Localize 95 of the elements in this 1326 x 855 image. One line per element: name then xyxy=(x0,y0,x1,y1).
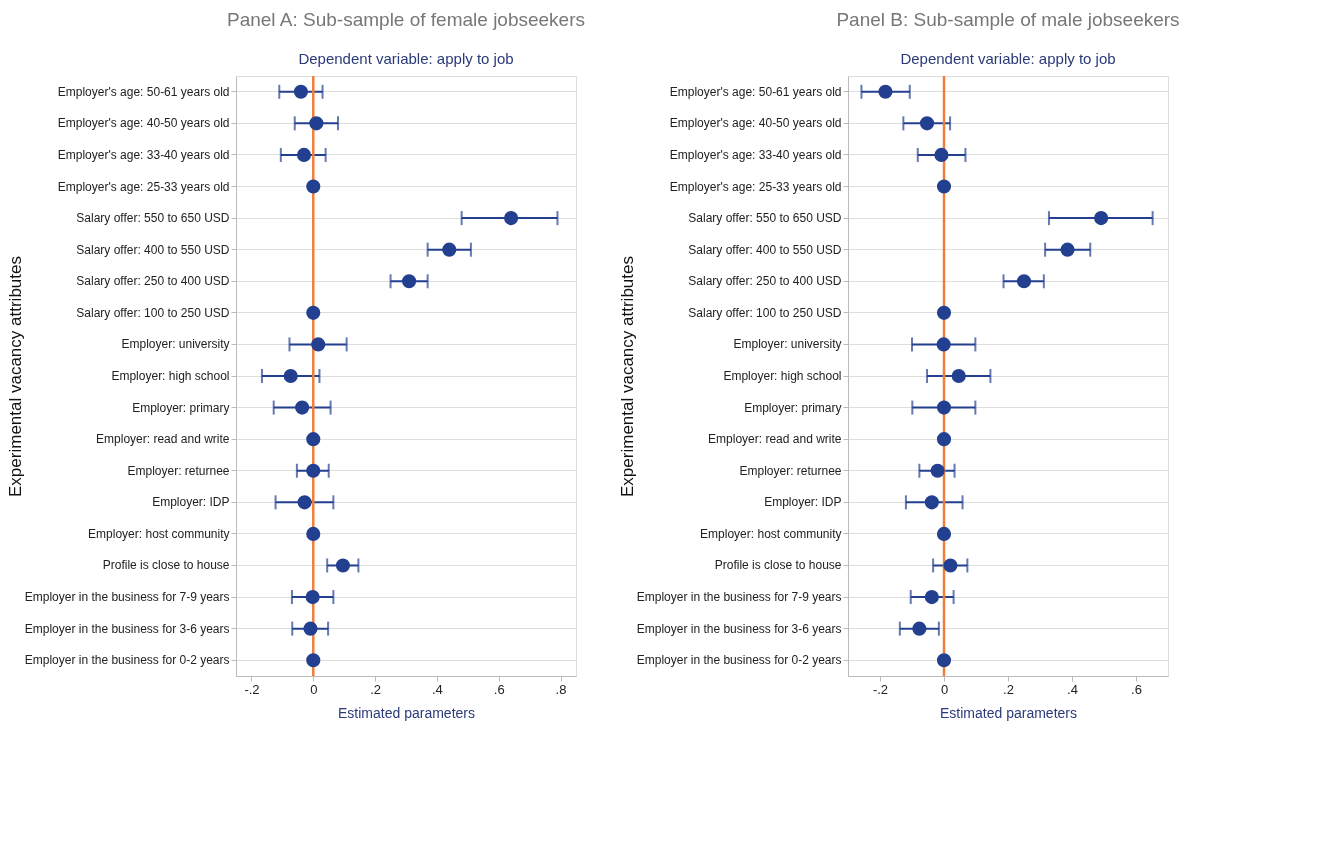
point xyxy=(295,400,310,415)
point xyxy=(936,179,952,194)
y-tick-label: Employer's age: 33-40 years old xyxy=(669,147,842,162)
y-tick-label: Employer in the business for 7-9 years xyxy=(24,590,230,605)
y-tick-label: Salary offer: 100 to 250 USD xyxy=(688,305,842,320)
x-tick-label: .2 xyxy=(370,681,382,697)
y-tick-label: Salary offer: 400 to 550 USD xyxy=(688,242,842,257)
point xyxy=(936,653,952,668)
point xyxy=(919,116,935,131)
y-tick-label: Employer: primary xyxy=(744,400,842,415)
y-tick-label: Salary offer: 550 to 650 USD xyxy=(76,211,230,226)
y-tick-label: Employer: primary xyxy=(132,400,230,415)
y-tick-label: Employer in the business for 3-6 years xyxy=(24,621,230,636)
point xyxy=(296,147,312,162)
x-tick-label: .4 xyxy=(431,681,443,697)
y-tick-label: Employer: read and write xyxy=(96,432,230,447)
x-tick-label: 0 xyxy=(310,681,318,697)
x-tick-label: .2 xyxy=(1003,681,1014,697)
y-tick-label: Employer's age: 25-33 years old xyxy=(669,179,842,194)
y-tick-label: Employer in the business for 0-2 years xyxy=(24,653,230,668)
point xyxy=(311,337,326,352)
y-tick-label: Employer: university xyxy=(121,337,230,352)
y-tick-label: Employer: IDP xyxy=(152,495,230,510)
point xyxy=(283,368,298,384)
point xyxy=(936,526,952,541)
y-tick-label: Employer: returnee xyxy=(127,463,230,478)
y-axis-title: Experimental vacancy attributes xyxy=(617,256,637,497)
point xyxy=(936,337,951,352)
point xyxy=(335,558,351,573)
x-axis-title: Estimated parameters xyxy=(940,704,1077,721)
point xyxy=(1060,242,1075,257)
y-tick-label: Salary offer: 400 to 550 USD xyxy=(76,242,230,257)
y-tick-label: Employer's age: 40-50 years old xyxy=(57,116,230,131)
chart-title: Panel A: Sub-sample of female jobseekers xyxy=(226,8,586,30)
x-tick-label: .4 xyxy=(1067,681,1078,697)
y-tick-label: Salary offer: 250 to 400 USD xyxy=(688,274,842,289)
x-tick-label: .8 xyxy=(555,681,567,697)
y-tick-label: Employer: read and write xyxy=(708,432,842,447)
x-tick-label: 0 xyxy=(940,681,949,697)
point xyxy=(1016,274,1032,289)
point xyxy=(930,463,945,478)
y-tick-label: Employer: returnee xyxy=(739,463,842,478)
y-tick-label: Employer's age: 33-40 years old xyxy=(57,147,230,162)
y-tick-label: Employer's age: 50-61 years old xyxy=(57,84,230,99)
point xyxy=(297,495,312,510)
x-tick-label: .6 xyxy=(493,681,505,697)
chart-subtitle: Dependent variable: apply to job xyxy=(900,49,1116,67)
y-tick-label: Employer's age: 25-33 years old xyxy=(57,179,230,194)
point xyxy=(305,590,320,605)
y-tick-label: Employer: host community xyxy=(88,526,230,541)
y-tick-label: Employer's age: 40-50 years old xyxy=(669,116,842,131)
point xyxy=(402,274,417,289)
point xyxy=(306,179,321,194)
point xyxy=(1094,211,1109,226)
point xyxy=(306,463,321,478)
point xyxy=(306,526,321,541)
point xyxy=(912,621,927,636)
chart-subtitle: Dependent variable: apply to job xyxy=(298,49,514,67)
y-tick-label: Employer: university xyxy=(733,337,842,352)
y-tick-label: Employer: high school xyxy=(723,369,842,383)
point xyxy=(924,590,939,605)
point xyxy=(309,116,324,131)
y-tick-label: Employer in the business for 7-9 years xyxy=(636,590,842,605)
point xyxy=(943,558,958,573)
point xyxy=(878,84,893,99)
point xyxy=(306,653,321,668)
point xyxy=(951,368,966,384)
point xyxy=(934,147,949,162)
point xyxy=(306,432,321,447)
y-tick-label: Salary offer: 550 to 650 USD xyxy=(688,211,842,226)
point xyxy=(936,400,952,415)
x-axis-title: Estimated parameters xyxy=(338,704,475,721)
point xyxy=(936,432,952,447)
point xyxy=(293,84,308,99)
x-tick-label: -.2 xyxy=(872,681,889,697)
y-tick-label: Employer's age: 50-61 years old xyxy=(669,84,842,99)
point xyxy=(442,242,457,257)
point xyxy=(936,305,952,320)
point xyxy=(504,211,519,226)
x-tick-label: .6 xyxy=(1131,681,1142,697)
y-tick-label: Salary offer: 100 to 250 USD xyxy=(76,305,230,320)
y-tick-label: Salary offer: 250 to 400 USD xyxy=(76,274,230,289)
point xyxy=(306,305,321,320)
y-tick-label: Profile is close to house xyxy=(102,558,230,573)
y-tick-label: Employer: host community xyxy=(700,526,842,541)
chart-title: Panel B: Sub-sample of male jobseekers xyxy=(836,8,1180,30)
y-tick-label: Employer: IDP xyxy=(764,495,842,510)
y-axis-title: Experimental vacancy attributes xyxy=(5,256,25,497)
y-tick-label: Employer in the business for 0-2 years xyxy=(636,653,842,668)
y-tick-label: Employer in the business for 3-6 years xyxy=(636,621,842,636)
x-tick-label: -.2 xyxy=(244,681,260,697)
point xyxy=(303,621,318,636)
y-tick-label: Profile is close to house xyxy=(714,558,842,573)
point xyxy=(924,495,939,510)
y-tick-label: Employer: high school xyxy=(111,369,230,383)
